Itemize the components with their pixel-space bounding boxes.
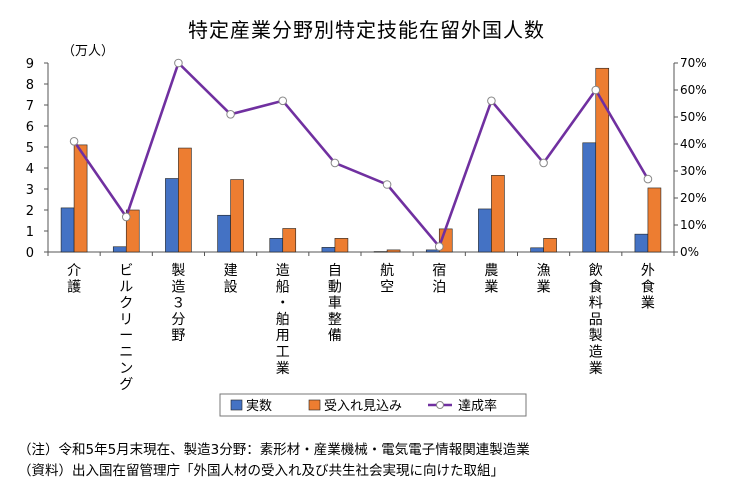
bar-expected	[178, 147, 192, 253]
bar-actual	[478, 208, 492, 253]
footnote: （注）令和5年5月末現在、製造3分野：素形材・産業機械・電気電子情報関連製造業	[18, 442, 530, 458]
rate-marker	[591, 85, 601, 95]
rate-marker	[174, 58, 183, 68]
left-tick-label: 1	[26, 225, 34, 240]
left-tick-label: 5	[26, 141, 34, 156]
legend-swatch-expected	[308, 399, 321, 411]
rate-marker	[226, 110, 235, 119]
category-label: 航空	[380, 263, 394, 295]
rate-marker	[382, 180, 392, 189]
bar-actual	[60, 207, 75, 253]
right-tick-label: 0%	[680, 245, 699, 259]
bar-expected	[543, 238, 557, 253]
bar-actual	[269, 238, 284, 253]
rate-marker	[434, 242, 444, 251]
right-tick-label: 60%	[680, 83, 707, 97]
bar-actual	[530, 247, 544, 253]
left-tick-label: 6	[26, 120, 34, 135]
rate-marker	[487, 96, 496, 106]
bar-expected	[230, 179, 244, 253]
bar-expected	[125, 209, 140, 253]
category-label: 自動車整備	[328, 263, 342, 344]
bar-actual	[634, 233, 649, 253]
rate-marker	[643, 174, 653, 184]
y-axis-unit-label: （万人）	[62, 44, 115, 59]
rate-marker	[69, 137, 79, 146]
legend-box	[219, 393, 527, 417]
bar-actual	[112, 246, 127, 253]
legend-label-actual: 実数	[246, 398, 272, 414]
rate-marker	[121, 212, 131, 222]
legend-marker-rate	[436, 401, 444, 409]
category-label: 宿泊	[432, 262, 446, 295]
category-label: ビルクリーニング	[119, 263, 133, 393]
category-label: 造船・舶用工業	[276, 263, 290, 377]
bar-expected	[595, 67, 610, 253]
category-label: 建設	[224, 263, 238, 295]
right-tick-label: 50%	[680, 110, 707, 124]
axes: 0 1 2 3 4 5 6 7 8 9 0% 10% 20% 30% 40% 50% 60% 70%	[26, 56, 707, 261]
bar-actual	[321, 247, 336, 253]
category-labels: 介護 ビルクリーニング 製造３分野 建設 造船・舶用工業 自動車整備 航空 宿泊 農業 漁業 飲食料…	[67, 262, 655, 393]
legend-label-rate: 達成率	[458, 398, 497, 414]
category-label: 農業	[484, 263, 498, 295]
left-tick-label: 7	[26, 99, 34, 114]
right-tick-label: 10%	[680, 218, 707, 232]
category-label: 飲食料品製造業	[589, 263, 603, 377]
right-tick-label: 20%	[680, 191, 707, 205]
category-label: 外食業	[641, 263, 655, 312]
bar-expected	[73, 144, 88, 253]
legend-swatch-actual	[230, 399, 243, 411]
left-tick-label: 8	[26, 78, 34, 93]
rate-marker	[330, 158, 340, 168]
bar-expected	[386, 249, 401, 253]
category-label: 漁業	[537, 263, 551, 295]
legend: 実数 受入れ見込み 達成率	[219, 393, 527, 417]
bars	[60, 67, 662, 253]
source-note: （資料）出入国在留管理庁「外国人材の受入れ及び共生社会実現に向けた取組」	[18, 463, 504, 479]
rate-line	[69, 58, 653, 251]
bar-actual	[217, 214, 231, 253]
bar-expected	[491, 175, 505, 253]
left-tick-label: 3	[26, 183, 34, 198]
category-label: 製造３分野	[171, 263, 185, 344]
bar-actual	[165, 178, 179, 253]
bar-expected	[334, 238, 349, 253]
right-tick-label: 40%	[680, 137, 707, 151]
bar-expected	[647, 187, 662, 253]
right-tick-label: 70%	[680, 56, 707, 70]
chart-plot: 0 1 2 3 4 5 6 7 8 9 0% 10% 20% 30% 40% 50% 60% 70% 介護 ビルクリ…	[26, 56, 707, 417]
chart-title: 特定産業分野別特定技能在留外国人数	[188, 18, 545, 42]
left-tick-label: 9	[26, 57, 34, 72]
right-tick-label: 30%	[680, 164, 707, 178]
bar-actual	[373, 251, 388, 253]
legend-label-expected: 受入れ見込み	[324, 399, 402, 414]
category-label: 介護	[67, 263, 81, 295]
bar-actual	[582, 142, 597, 253]
bar-expected	[282, 228, 297, 253]
rate-line-path	[73, 60, 650, 250]
left-tick-label: 0	[26, 246, 34, 261]
rate-marker	[539, 158, 548, 168]
left-tick-label: 2	[26, 204, 34, 219]
rate-marker	[278, 96, 288, 106]
left-tick-label: 4	[26, 162, 34, 177]
